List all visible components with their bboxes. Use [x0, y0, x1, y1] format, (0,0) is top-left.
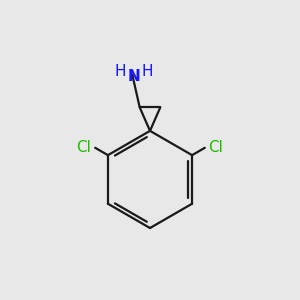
Text: N: N [128, 69, 140, 84]
Text: Cl: Cl [208, 140, 224, 155]
Text: H: H [142, 64, 153, 80]
Text: H: H [114, 64, 126, 80]
Text: Cl: Cl [76, 140, 92, 155]
